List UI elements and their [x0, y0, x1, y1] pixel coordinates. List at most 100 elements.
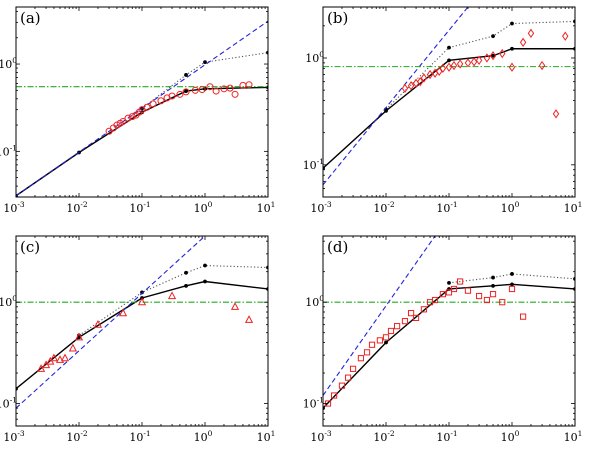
x-tick-label: 100 — [194, 200, 213, 215]
data-point-circle — [182, 88, 190, 96]
data-point-square — [412, 314, 420, 321]
data-point-diamond — [552, 109, 560, 119]
y-tick-label: 100 — [305, 50, 324, 65]
data-point-diamond — [450, 60, 458, 71]
data-point-circle — [191, 86, 199, 94]
data-point-square — [363, 349, 371, 356]
data-point-diamond — [439, 63, 447, 74]
data-point-circle — [245, 81, 253, 89]
data-point-triangle — [36, 364, 46, 372]
data-point-square — [349, 365, 357, 372]
y-tick-label: 10-1 — [0, 396, 17, 411]
data-point-square — [475, 292, 483, 300]
series-line-solid — [323, 283, 575, 409]
y-tick-label: 10-1 — [303, 396, 324, 411]
y-tick-label: 100 — [0, 56, 17, 71]
data-point-square — [376, 337, 383, 344]
series-marker — [510, 21, 514, 26]
plot-area — [323, 7, 575, 186]
data-point-diamond — [464, 58, 472, 68]
series-line-solid — [16, 86, 268, 197]
data-point-square — [387, 327, 395, 335]
data-point-diamond — [407, 81, 415, 91]
series-line-dotted — [385, 20, 575, 110]
x-tick-label: 101 — [564, 429, 583, 444]
data-point-square — [382, 334, 390, 341]
x-tick-label: 101 — [564, 200, 583, 215]
chart-panel-2: 10-3 10-2 10-1 100 101 10-1 100 (b) — [303, 6, 583, 215]
data-point-square — [445, 289, 453, 296]
data-point-square — [464, 287, 472, 294]
data-point-square — [483, 296, 491, 304]
axes-frame — [15, 6, 269, 198]
x-tick-label: 10-3 — [3, 200, 25, 215]
data-point-circle — [231, 90, 239, 98]
series-marker — [447, 45, 451, 50]
data-point-diamond — [456, 59, 464, 69]
data-point-square — [456, 278, 464, 285]
x-tick-label: 10-2 — [66, 200, 88, 215]
data-point-square — [519, 313, 527, 320]
data-point-square — [420, 306, 428, 313]
data-point-triangle — [93, 320, 103, 328]
data-point-diamond — [420, 73, 428, 83]
data-point-circle — [128, 113, 136, 121]
series-marker — [491, 53, 495, 58]
x-tick-label: 100 — [194, 429, 213, 444]
series-line-solid — [16, 280, 268, 390]
data-point-diamond — [527, 28, 535, 39]
plot-area — [16, 20, 268, 197]
series-marker — [384, 340, 388, 345]
data-point-square — [508, 285, 516, 293]
chart-panel-4: 10-3 10-2 10-1 100 101 10-1 100 (d) — [303, 235, 583, 444]
series-marker — [447, 281, 451, 285]
x-tick-label: 10-2 — [373, 429, 395, 444]
data-point-square — [401, 318, 409, 325]
chart-panel-1: 10-3 10-2 10-1 100 101 10-1 100 (a) — [0, 6, 276, 215]
plot-area — [323, 236, 575, 411]
data-point-circle — [176, 90, 184, 98]
x-tick-label: 10-1 — [436, 429, 457, 444]
data-point-triangle — [60, 353, 70, 362]
x-tick-label: 101 — [257, 200, 276, 215]
data-point-diamond — [445, 62, 453, 72]
data-point-triangle — [68, 343, 78, 352]
series-marker — [491, 34, 495, 39]
data-point-diamond — [483, 53, 491, 63]
data-point-square — [489, 291, 497, 298]
x-tick-label: 10-1 — [129, 429, 150, 444]
x-tick-label: 10-3 — [3, 429, 25, 444]
y-tick-label: 100 — [305, 294, 324, 309]
series-marker — [203, 263, 207, 268]
x-tick-label: 10-2 — [66, 429, 88, 444]
data-point-diamond — [475, 55, 483, 66]
data-point-circle — [206, 83, 214, 91]
data-point-circle — [119, 117, 127, 125]
series-marker — [510, 272, 514, 276]
data-point-square — [450, 285, 458, 293]
series-marker — [184, 89, 188, 93]
x-tick-label: 101 — [257, 429, 276, 444]
series-marker — [184, 283, 188, 288]
series-marker — [447, 287, 451, 291]
x-tick-label: 10-2 — [373, 200, 395, 215]
series-line-dashed — [323, 236, 436, 396]
data-point-circle — [149, 100, 157, 108]
data-point-triangle — [230, 302, 240, 310]
chart-panel-3: 10-3 10-2 10-1 100 101 10-1 100 (c) — [0, 235, 276, 444]
data-point-diamond — [562, 31, 569, 41]
series-marker — [184, 73, 188, 77]
data-point-circle — [226, 84, 234, 92]
data-point-circle — [143, 103, 151, 111]
data-point-square — [368, 341, 376, 348]
data-point-square — [330, 392, 338, 399]
data-point-square — [439, 291, 446, 298]
series-marker — [510, 282, 514, 287]
x-tick-label: 100 — [501, 200, 520, 215]
data-point-circle — [212, 87, 220, 95]
data-point-square — [344, 374, 352, 381]
data-point-triangle — [244, 315, 254, 323]
data-point-diamond — [470, 57, 478, 67]
data-point-square — [357, 355, 365, 362]
